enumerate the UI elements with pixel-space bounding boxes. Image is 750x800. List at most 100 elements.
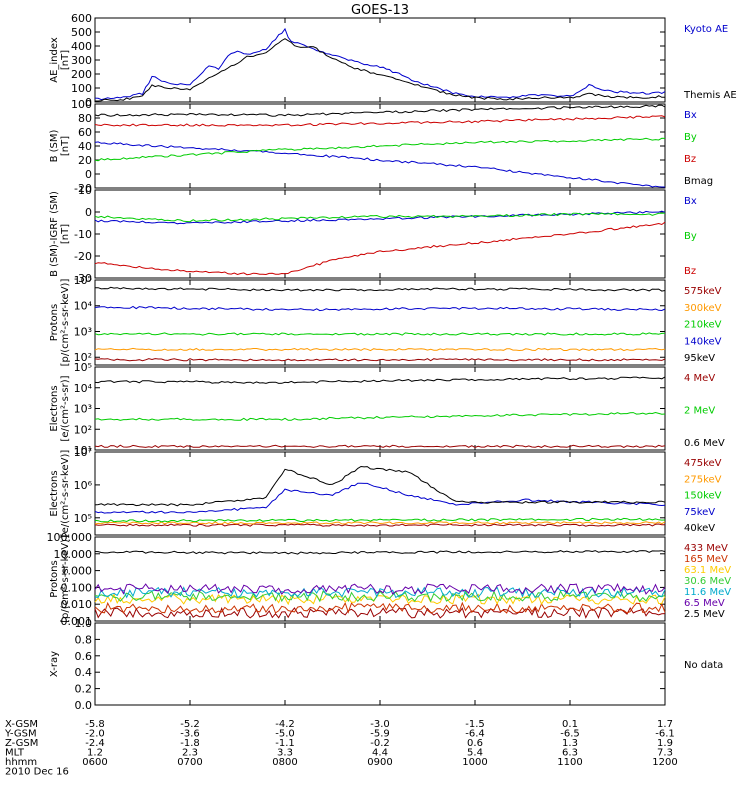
legend-label: 30.6 MeV [684,576,731,587]
y-tick-label: 10⁵ [74,361,92,374]
panel-frame [94,366,666,451]
x-axis-value: -3.6 [180,729,200,740]
legend-label: 475keV [684,458,722,469]
y-tick-label: -10 [74,228,92,241]
panel-frame [94,279,666,366]
series-line [94,465,666,507]
y-axis-label: [e/(cm²-s-sr-keV)] [60,450,71,538]
legend-label: 0.6 MeV [684,438,725,449]
x-axis-row-label: Z-GSM [5,738,38,749]
series-line [94,286,666,292]
y-tick-label: 600 [71,12,92,25]
x-axis-table: X-GSM -5.8 -5.2 -4.2 -3.0 -1.5 0.1 1.7 Y-GSM -2.0… [4,719,678,778]
x-axis-value: -6.4 [465,729,485,740]
series-line [94,586,666,599]
y-tick-label: 10¹ [74,444,92,457]
x-axis-value: 5.4 [467,748,483,759]
series-line [94,444,666,448]
y-tick-label: 0 [85,168,92,181]
y-tick-label: 10⁷ [74,446,92,459]
series-line [94,137,666,162]
series-line [94,305,666,312]
y-tick-label: 0 [85,206,92,219]
x-axis-value: 0.6 [467,738,483,749]
x-axis-value: 3.3 [277,748,293,759]
y-tick-label: -20 [74,250,92,263]
x-axis-value: -1.1 [275,738,295,749]
y-tick-label: 10 [78,184,92,197]
legend-label: Bz [684,154,696,165]
x-axis-value: -2.0 [85,729,105,740]
y-axis-label: Electrons [49,385,60,431]
x-axis-value: 2.3 [182,748,198,759]
legend-label: 150keV [684,491,722,502]
x-axis-value: 6.3 [562,748,578,759]
x-axis-value: 0800 [272,757,297,768]
panel-7: 0.001 0.010 0.100 1.000 10.000 100.000 Protons… [47,531,732,628]
y-tick-label: 400 [71,40,92,53]
x-axis-value: -5.9 [370,729,390,740]
y-tick-label: 200 [71,68,92,81]
y-axis-label: [e/(cm²-s-sr)] [60,375,71,441]
x-axis-value: -6.1 [655,729,675,740]
y-tick-label: 10⁵ [74,512,92,525]
y-axis-label: X-ray [49,651,60,677]
panel-6: 10⁵ 10⁶ 10⁷ Electrons [e/(cm²-s-sr-keV)] 475k… [49,446,722,537]
x-axis-value: 1100 [557,757,582,768]
y-tick-label: 10³ [74,403,92,416]
legend-label: Kyoto AE [684,24,728,35]
x-axis-value: 1.3 [562,738,578,749]
series-line [94,583,666,595]
x-axis-row-label: X-GSM [5,719,38,730]
chart-title: GOES-13 [351,3,409,18]
y-axis-label: [p/(cm²-s-sr-keV)] [60,535,71,623]
y-tick-label: -30 [74,272,92,285]
x-axis-value: -4.2 [275,719,295,730]
legend-label: By [684,231,697,242]
x-axis-value: -3.0 [370,719,390,730]
y-axis-label: B (SM) [49,129,60,162]
panel-8: 0.0 0.2 0.4 0.6 0.8 1.0 X-ray No data [49,617,723,712]
legend-label: Bx [684,196,697,207]
legend-label: 2.5 MeV [684,609,725,620]
legend-label: 275keV [684,474,722,485]
y-tick-label: 20 [78,154,92,167]
series-line [94,104,666,117]
x-axis-value: -1.8 [180,738,200,749]
x-axis-value: 1000 [462,757,487,768]
y-axis-label: Protons [49,560,60,597]
legend-label: 75keV [684,507,715,518]
y-tick-label: 60 [78,126,92,139]
x-axis-value: -0.2 [370,738,390,749]
x-axis-value: -5.2 [180,719,200,730]
series-line [94,210,666,225]
legend-label: Bmag [684,176,713,187]
y-tick-label: 10² [74,351,92,364]
y-axis-label: AE_index [49,37,60,83]
legend-label: By [684,132,697,143]
x-axis-value: 1.7 [657,719,673,730]
x-axis-value: -1.5 [465,719,485,730]
y-tick-label: 10⁵ [74,274,92,287]
y-tick-label: 0 [85,96,92,109]
y-tick-label: 10² [74,423,92,436]
y-tick-label: 0.0 [75,699,93,712]
legend-label: 95keV [684,353,715,364]
panel-frame [94,622,666,706]
legend-label: 433 MeV [684,543,728,554]
no-data-label: No data [684,660,723,671]
series-line [94,27,666,101]
legend-label: 63.1 MeV [684,565,731,576]
y-tick-label: 10.000 [54,548,93,561]
legend-label: Bx [684,110,697,121]
series-line [94,601,666,614]
y-tick-label: 0.8 [75,633,93,646]
y-tick-label: 10⁴ [74,382,93,395]
legend-label: 6.5 MeV [684,598,725,609]
x-axis-value: 0700 [177,757,202,768]
legend-label: Bz [684,266,696,277]
series-line [94,115,666,127]
y-tick-label: 300 [71,54,92,67]
